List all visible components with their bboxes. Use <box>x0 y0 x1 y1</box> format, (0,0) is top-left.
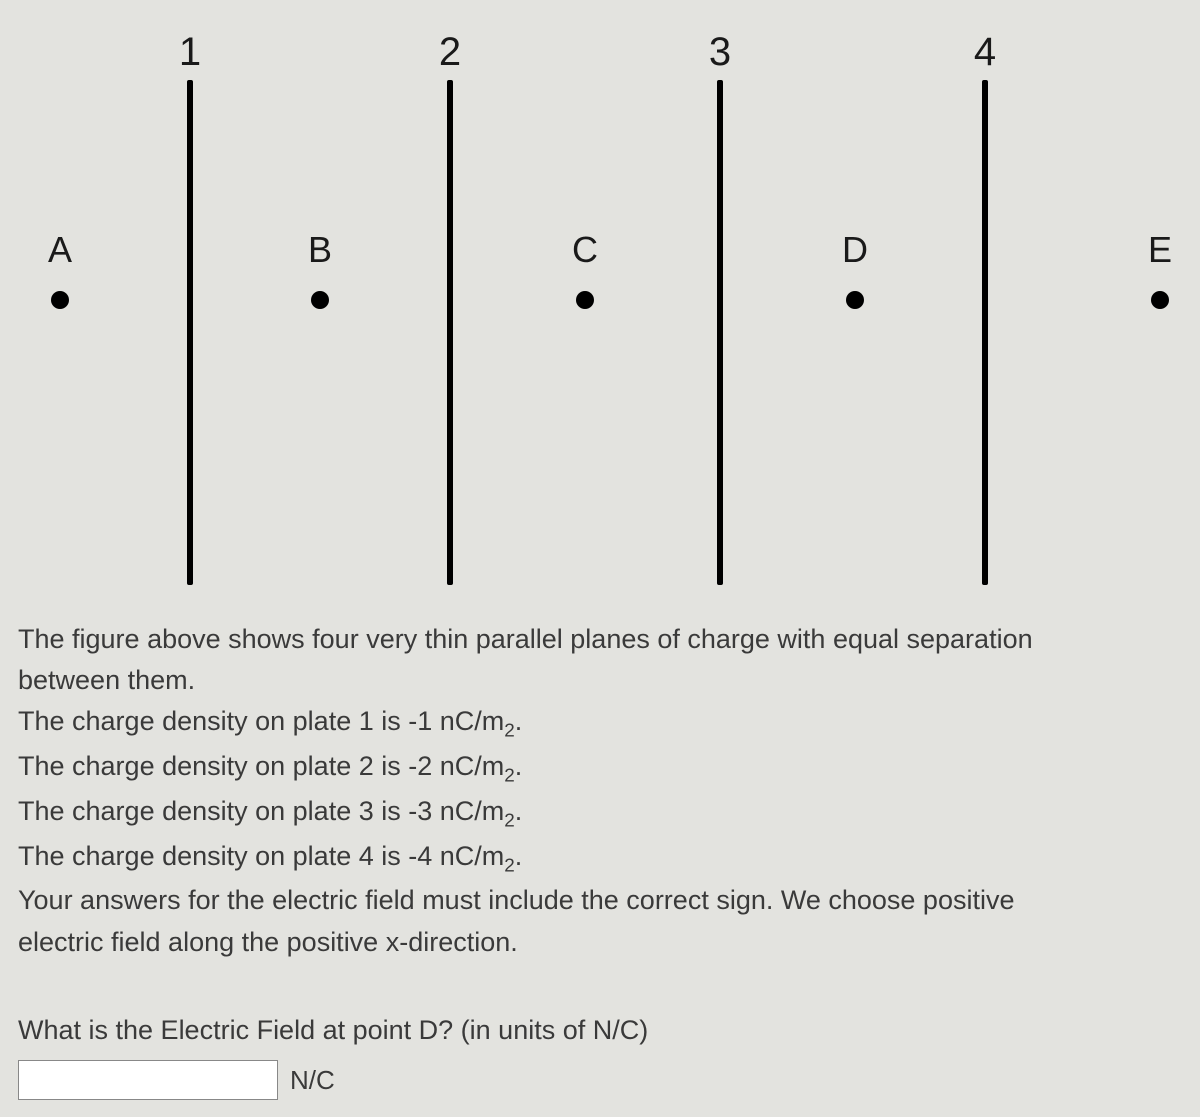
electric-field-input[interactable] <box>18 1060 278 1100</box>
question-text: What is the Electric Field at point D? (… <box>18 1015 648 1045</box>
point-label-a: A <box>48 229 72 271</box>
problem-description: The figure above shows four very thin pa… <box>18 620 1182 964</box>
sign-line-1: Your answers for the electric field must… <box>18 885 1014 915</box>
plate-label-4: 4 <box>974 30 996 75</box>
plate1-desc: The charge density on plate 1 is -1 nC/m <box>18 706 504 736</box>
period: . <box>515 706 523 736</box>
intro-line-1: The figure above shows four very thin pa… <box>18 624 1033 654</box>
plate-label-2: 2 <box>439 30 461 75</box>
period: . <box>515 796 523 826</box>
point-label-c: C <box>572 229 598 271</box>
plate-3 <box>717 80 723 585</box>
sub-2: 2 <box>504 765 515 786</box>
plate2-desc: The charge density on plate 2 is -2 nC/m <box>18 751 504 781</box>
point-dot-c <box>576 291 594 309</box>
intro-line-2: between them. <box>18 665 195 695</box>
sign-line-2: electric field along the positive x-dire… <box>18 927 518 957</box>
point-label-d: D <box>842 229 868 271</box>
plate-4 <box>982 80 988 585</box>
question-prompt: What is the Electric Field at point D? (… <box>18 1015 1182 1046</box>
period: . <box>515 841 523 871</box>
plate4-desc: The charge density on plate 4 is -4 nC/m <box>18 841 504 871</box>
point-dot-a <box>51 291 69 309</box>
point-label-e: E <box>1148 229 1172 271</box>
answer-row: N/C <box>18 1060 335 1100</box>
sub-2: 2 <box>504 855 515 876</box>
answer-unit: N/C <box>290 1065 335 1096</box>
plate3-desc: The charge density on plate 3 is -3 nC/m <box>18 796 504 826</box>
diagram-area: 1 2 3 4 A B C D E <box>0 0 1200 600</box>
plate-label-3: 3 <box>709 30 731 75</box>
sub-2: 2 <box>504 721 515 742</box>
period: . <box>515 751 523 781</box>
sub-2: 2 <box>504 810 515 831</box>
point-dot-d <box>846 291 864 309</box>
point-dot-b <box>311 291 329 309</box>
point-label-b: B <box>308 229 332 271</box>
plate-2 <box>447 80 453 585</box>
plate-1 <box>187 80 193 585</box>
plate-label-1: 1 <box>179 30 201 75</box>
point-dot-e <box>1151 291 1169 309</box>
